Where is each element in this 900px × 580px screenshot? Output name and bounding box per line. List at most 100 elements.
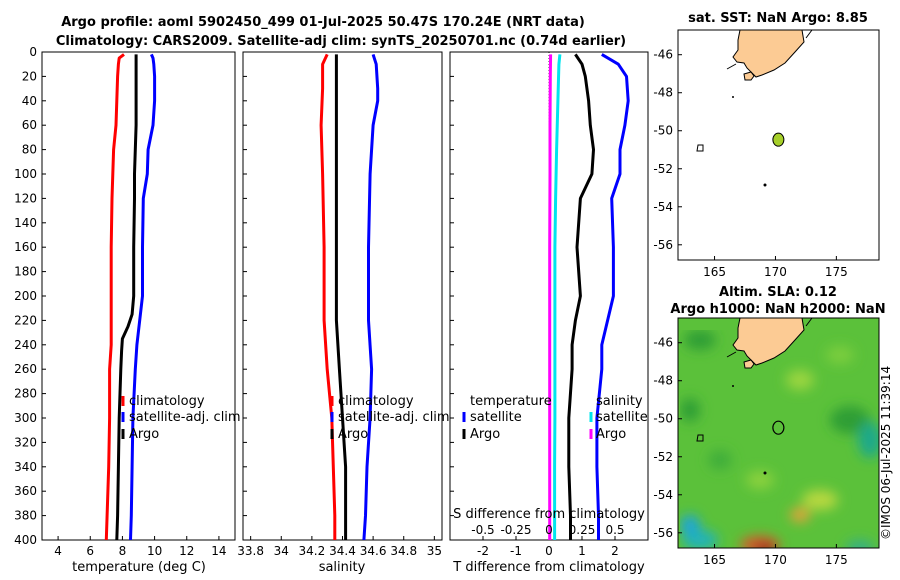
depth-tick-label-240: 240 <box>14 338 37 352</box>
legend-label-climatology: climatology <box>338 394 414 409</box>
stewart-island-land <box>743 71 755 81</box>
x-tick-label-34-2: 34.2 <box>299 544 326 558</box>
x-tick-label-35: 35 <box>427 544 442 558</box>
depth-tick-label-300: 300 <box>14 411 37 425</box>
temperature-panel: 0 20 40 60 80 100 120 140 160 180 200 220 240 260 280 3… <box>14 45 241 575</box>
difference-panel: -2 -1 0 1 2 -0.5 -0.25 0 0.25 0.5 S difference f… <box>449 51 649 575</box>
legend-label-argo: Argo <box>338 427 368 442</box>
x-tick-label-33-8: 33.8 <box>237 544 264 558</box>
sla-map: Altim. SLA: 0.12 Argo h1000: NaN h2000: … <box>653 285 885 567</box>
legend-label-satellite-adj: satellite-adj. clim <box>338 410 450 425</box>
map-lon-label-170: 170 <box>764 553 787 567</box>
coastline-fragments <box>726 318 813 358</box>
depth-tick-label-0: 0 <box>29 45 37 59</box>
temperature-axis-ticks: 4 6 8 10 12 14 <box>54 536 227 558</box>
depth-axis-ticks: 0 20 40 60 80 100 120 140 160 180 200 220 240 260 280 3… <box>14 45 46 547</box>
depth-tick-label-360: 360 <box>14 484 37 498</box>
s-diff-tick-label-0-25: 0.25 <box>569 523 596 537</box>
legend-label-argo: Argo <box>129 427 159 442</box>
x-tick-label-14: 14 <box>211 544 226 558</box>
depth-tick-label-220: 220 <box>14 313 37 327</box>
s-diff-tick-label-0: 0 <box>545 523 553 537</box>
imos-timestamp: ©IMOS 06-Jul-2025 11:39:14 <box>879 366 893 540</box>
sla-anomaly-blobs <box>680 330 879 548</box>
depth-tick-label-40: 40 <box>22 94 37 108</box>
depth-tick-label-280: 280 <box>14 387 37 401</box>
salinity-series <box>319 53 380 540</box>
s-diff-tick-label-0-25: -0.25 <box>500 523 531 537</box>
sst-map-frame <box>677 29 880 261</box>
x-tick-label-34-4: 34.4 <box>329 544 356 558</box>
map-lat-label-46: -46 <box>653 336 673 350</box>
map-lon-label-165: 165 <box>703 265 726 279</box>
map-lat-label-52: -52 <box>653 450 673 464</box>
depth-tick-label-200: 200 <box>14 289 37 303</box>
map-lon-label-175: 175 <box>825 553 848 567</box>
sst-map-title: sat. SST: NaN Argo: 8.85 <box>688 11 868 26</box>
x-tick-label-1: -1 <box>510 544 522 558</box>
sst-map-ticks: 165 170 175 -46 -48 -50 -52 -54 -56 <box>653 48 847 279</box>
south-island-land <box>732 30 805 78</box>
map-lon-label-165: 165 <box>703 553 726 567</box>
series-line-argo <box>334 54 348 540</box>
series-line-satellite-adj-clim <box>129 53 157 540</box>
temperature-series <box>104 53 157 540</box>
series-line-argo <box>115 54 138 540</box>
series-line-t-diff-satellite-adj-clim <box>595 53 630 540</box>
legend-label-climatology: climatology <box>129 394 205 409</box>
x-tick-label-0: 0 <box>545 544 553 558</box>
series-line-climatology <box>104 53 125 540</box>
salinity-panel: 33.8 34 34.2 34.4 34.6 34.8 35 salinity climat… <box>237 51 450 575</box>
map-lat-label-48: -48 <box>653 374 673 388</box>
stewart-island-land <box>743 359 755 369</box>
temperature-legend: climatology satellite-adj. clim Argo <box>121 394 241 442</box>
coastline-fragments <box>726 30 813 70</box>
map-lat-label-56: -56 <box>653 526 673 540</box>
south-island-land <box>732 318 805 366</box>
series-line-climatology <box>319 53 337 540</box>
temperature-axes <box>41 51 236 541</box>
series-line-s-diff <box>553 54 562 540</box>
legend-label-satellite-adj: satellite-adj. clim <box>129 410 241 425</box>
depth-tick-label-180: 180 <box>14 265 37 279</box>
s-diff-tick-label-0-5: 0.5 <box>605 523 624 537</box>
snares-islands <box>732 96 734 98</box>
auckland-islands <box>696 144 704 152</box>
x-tick-label-4: 4 <box>54 544 62 558</box>
campbell-island <box>763 471 767 475</box>
auckland-islands <box>696 434 704 442</box>
map-lat-label-54: -54 <box>653 200 673 214</box>
map-lat-label-50: -50 <box>653 412 673 426</box>
sst-map: sat. SST: NaN Argo: 8.85 165 170 175 -46 -48… <box>653 11 880 279</box>
campbell-island <box>763 183 767 187</box>
x-tick-label-2: -2 <box>477 544 489 558</box>
sla-map-title-line1: Altim. SLA: 0.12 <box>719 285 837 300</box>
map-lon-label-170: 170 <box>764 265 787 279</box>
x-tick-label-34-8: 34.8 <box>390 544 417 558</box>
temperature-xlabel: temperature (deg C) <box>72 560 206 575</box>
snares-islands <box>732 385 734 387</box>
figure-title-line2: Climatology: CARS2009. Satellite-adj cli… <box>56 34 626 49</box>
sla-map-argo-float <box>772 420 785 435</box>
legend-heading-temperature: temperature <box>470 394 552 409</box>
map-lat-label-54: -54 <box>653 488 673 502</box>
map-lat-label-56: -56 <box>653 238 673 252</box>
salinity-axis-ticks: 33.8 34 34.2 34.4 34.6 34.8 35 <box>237 51 442 558</box>
argo-float-marker <box>772 420 785 435</box>
map-lat-label-46: -46 <box>653 48 673 62</box>
x-tick-label-10: 10 <box>147 544 162 558</box>
depth-tick-label-140: 140 <box>14 216 37 230</box>
depth-tick-label-380: 380 <box>14 509 37 523</box>
legend-heading-salinity: salinity <box>596 394 643 409</box>
sla-map-frame <box>677 317 880 549</box>
depth-tick-label-320: 320 <box>14 435 37 449</box>
depth-tick-label-340: 340 <box>14 460 37 474</box>
x-tick-label-12: 12 <box>179 544 194 558</box>
legend-label-s-satellite: satellite <box>596 410 648 425</box>
t-difference-xlabel: T difference from climatology <box>452 560 645 575</box>
argo-float-marker <box>772 132 785 147</box>
map-lat-label-50: -50 <box>653 124 673 138</box>
salinity-axes <box>242 51 443 541</box>
x-tick-label-2: 2 <box>611 544 619 558</box>
legend-label-s-argo: Argo <box>596 427 626 442</box>
